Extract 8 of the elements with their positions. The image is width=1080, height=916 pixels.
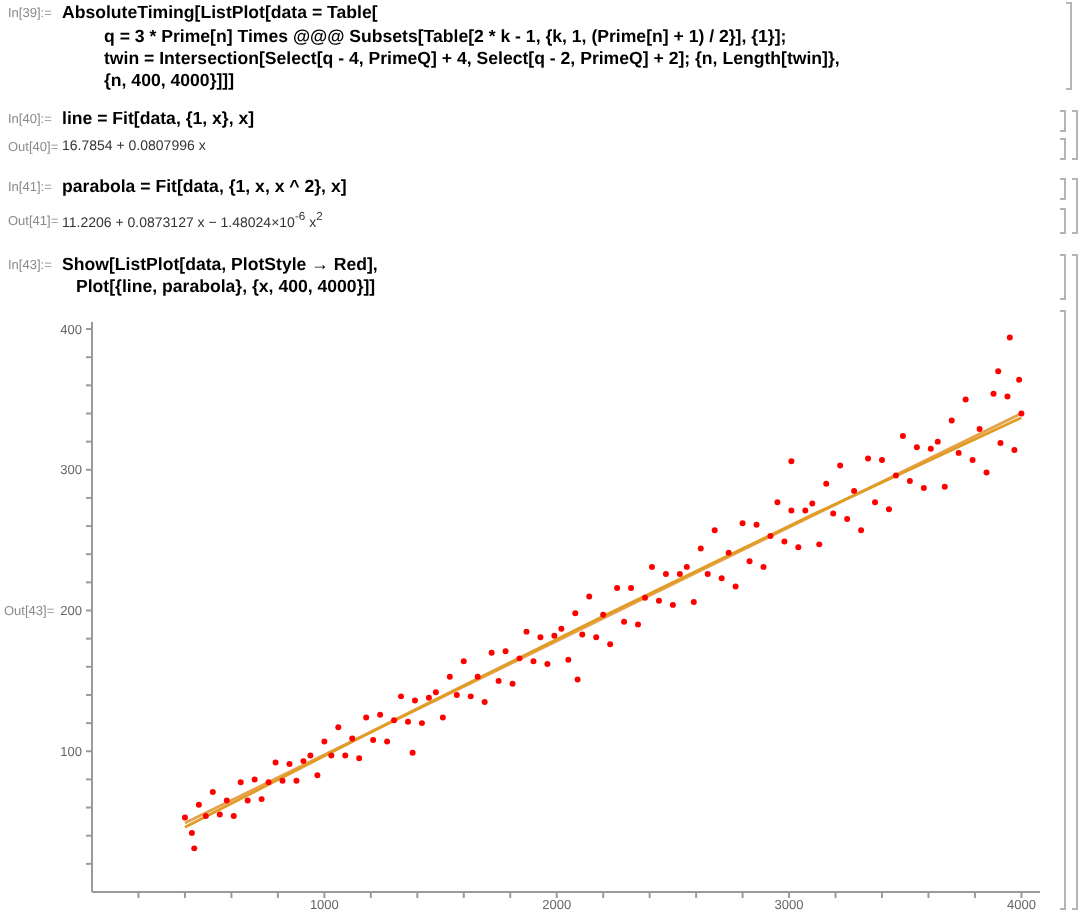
text: AbsoluteTiming[ListPlot[data = Table[ [62,2,378,24]
text: Plot[{line, parabola}, {x, 400, 4000}]] [76,276,376,298]
text: q = 3 * Prime[n] Times @@@ Subsets[Table[2 * k - 1, {k, 1, (Prime[n] + 1) / 2}], {1}]; [104,26,787,48]
text: parabola = Fit[data, {1, x, x ^ 2}, x] [62,176,347,198]
text: Show[ListPlot[data, PlotStyle → Red], [62,254,378,276]
text: twin = Intersection[Select[q - 4, PrimeQ] + 4, Select[q - 2, PrimeQ] + 2]; {n, Length[twin]}, [104,48,840,70]
text: line = Fit[data, {1, x}, x] [62,108,255,130]
text: {n, 400, 4000}]]] [104,70,235,92]
